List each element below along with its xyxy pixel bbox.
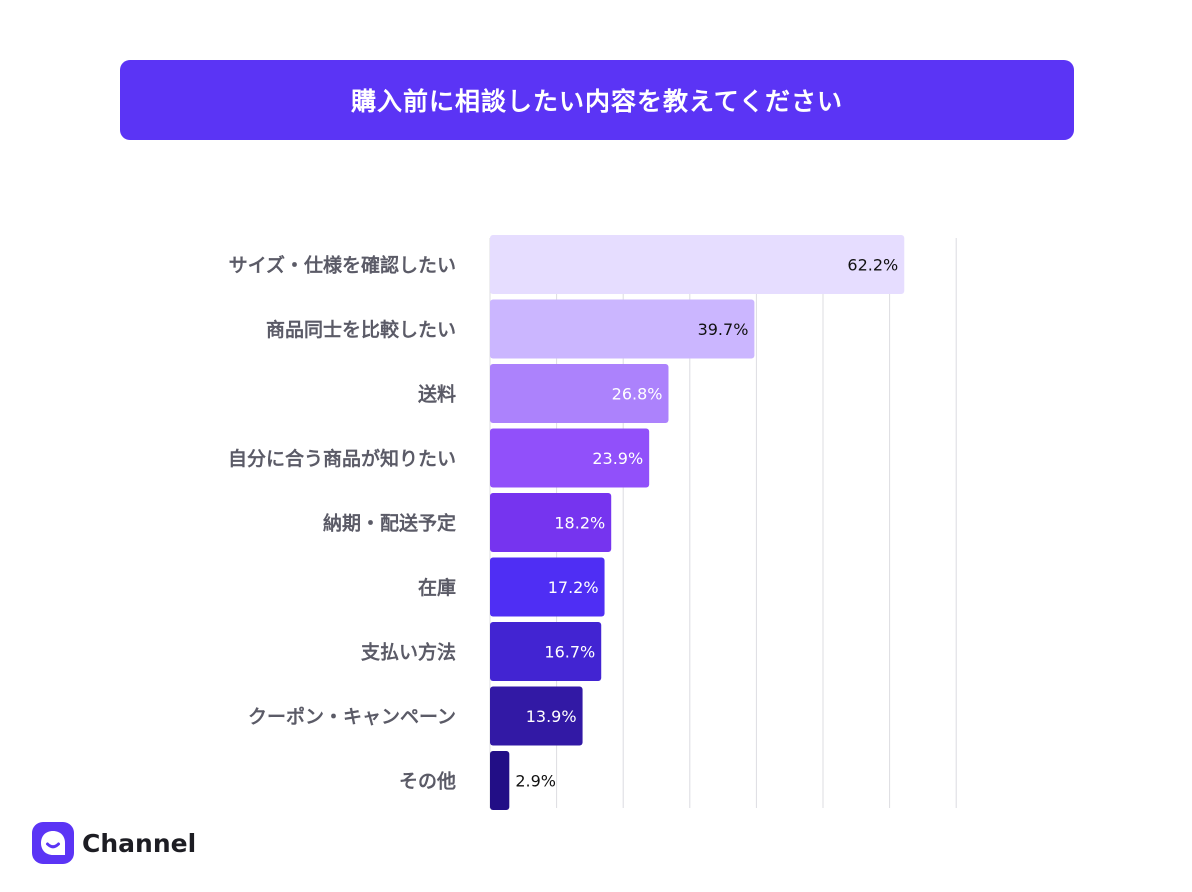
bar [490,622,602,681]
category-label: 支払い方法 [360,641,456,664]
chart-grid [489,238,957,808]
category-label: サイズ・仕様を確認したい [229,254,456,277]
data-label: 16.7% [544,643,595,662]
bar [490,235,905,294]
bar [490,493,612,552]
category-label: 納期・配送予定 [323,512,456,535]
data-label: 26.8% [612,385,663,404]
data-label: 23.9% [592,449,643,468]
value-labels: 62.2% 39.7% 26.8% 23.9% 18.2% 17.2% 16.7% 13.9%… [515,256,898,791]
chart-title: 購入前に相談したい内容を教えてください [350,87,843,116]
data-label: 62.2% [847,256,898,275]
channel-chat-bubble-icon [32,822,74,864]
bar [490,364,669,423]
data-label: 18.2% [554,514,605,533]
data-label: 2.9% [515,772,556,791]
category-label: 商品同士を比較したい [266,318,456,341]
bar [490,751,510,810]
title-banner: 購入前に相談したい内容を教えてください [120,60,1074,140]
category-label: 送料 [418,383,456,406]
category-labels: サイズ・仕様を確認したい商品同士を比較したい送料自分に合う商品が知りたい納期・配… [228,254,456,793]
data-label: 17.2% [548,578,599,597]
bar [490,299,755,359]
brand-logo: Channel [32,822,196,864]
category-label: その他 [399,770,456,793]
category-label: 自分に合う商品が知りたい [228,447,456,470]
brand-name: Channel [82,828,197,858]
chart-bars [490,235,905,810]
category-label: クーポン・キャンペーン [248,705,456,728]
category-label: 在庫 [418,576,456,599]
data-label: 39.7% [698,320,749,339]
data-label: 13.9% [526,707,577,726]
bar [490,557,605,617]
bar [490,428,650,488]
bar [490,686,583,746]
